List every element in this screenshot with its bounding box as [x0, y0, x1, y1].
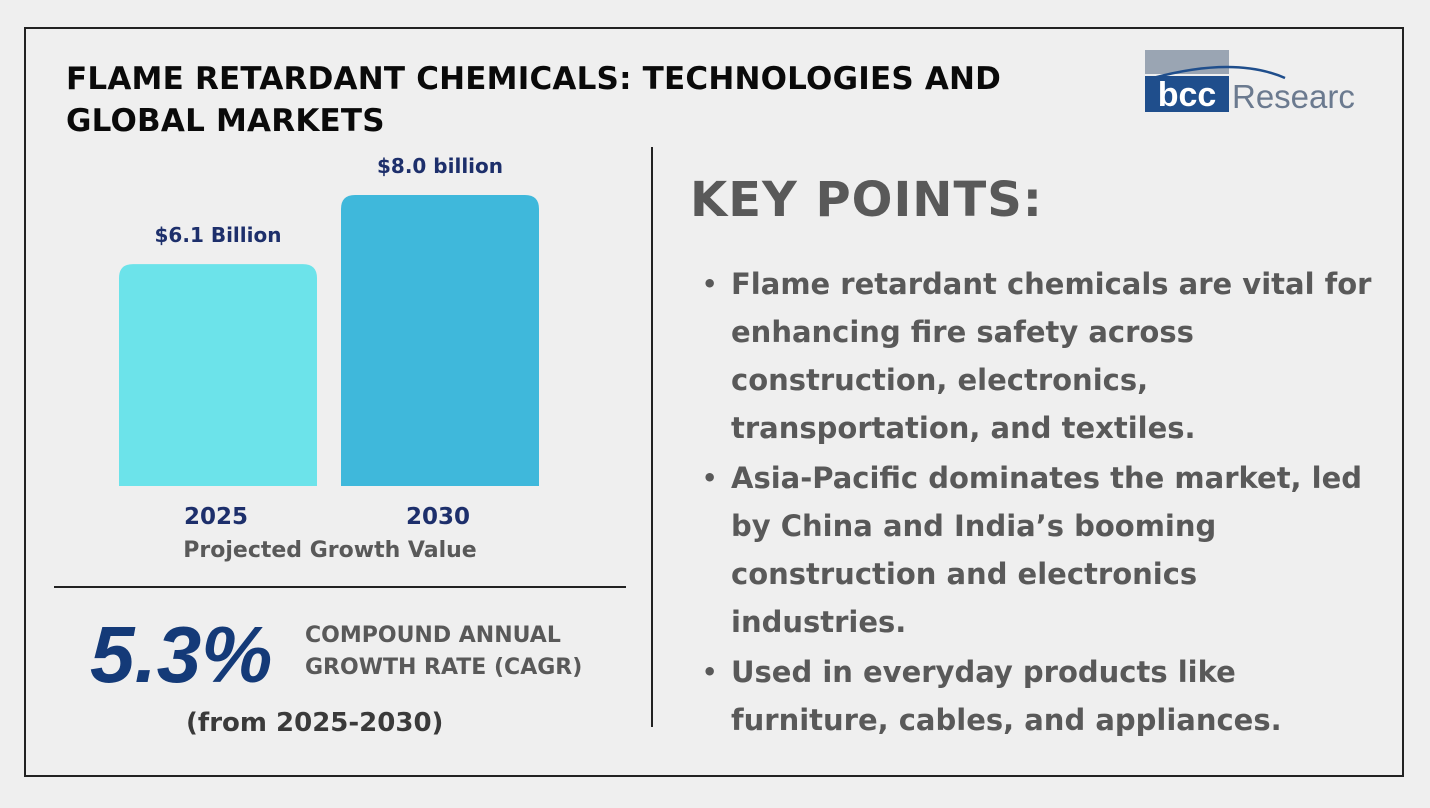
key-point-item: • Used in everyday products like furnitu… [700, 648, 1380, 744]
bar-2030 [341, 195, 539, 486]
bullet-icon: • [702, 270, 718, 298]
vertical-divider [651, 147, 653, 727]
chart-caption: Projected Growth Value [183, 538, 477, 563]
cagr-value: 5.3% [90, 610, 273, 699]
cagr-label: COMPOUND ANNUAL GROWTH RATE (CAGR) [305, 623, 583, 680]
x-tick-label: 2030 [406, 504, 470, 530]
bullet-icon: • [702, 658, 718, 686]
key-points-heading: KEY POINTS: [690, 172, 1043, 228]
x-tick-label: 2025 [184, 504, 248, 530]
logo-swoosh [1152, 65, 1286, 80]
key-point-item: • Flame retardant chemicals are vital fo… [700, 260, 1380, 452]
key-point-text: Asia-Pacific dominates the market, led b… [731, 461, 1363, 639]
horizontal-divider [54, 586, 626, 588]
data-label: $6.1 Billion [155, 223, 282, 247]
data-label: $8.0 billion [377, 154, 503, 178]
key-points-list: • Flame retardant chemicals are vital fo… [700, 260, 1380, 746]
key-point-text: Used in everyday products like furniture… [731, 655, 1282, 737]
key-point-text: Flame retardant chemicals are vital for … [731, 267, 1372, 445]
growth-bar-chart: $6.1 Billion 2025 $8.0 billion 2030 [119, 154, 539, 530]
logo-wordmark: Research [1232, 78, 1355, 114]
cagr-period: (from 2025-2030) [186, 708, 444, 738]
bar-2025 [119, 264, 317, 486]
logo-mark-box [1145, 76, 1229, 112]
key-point-item: • Asia-Pacific dominates the market, led… [700, 454, 1380, 646]
bcc-research-logo: bcc Research [1145, 50, 1355, 114]
page-title: FLAME RETARDANT CHEMICALS: TECHNOLOGIES … [66, 61, 1002, 139]
bullet-icon: • [702, 464, 718, 492]
logo-mark-text: bcc [1158, 76, 1217, 114]
